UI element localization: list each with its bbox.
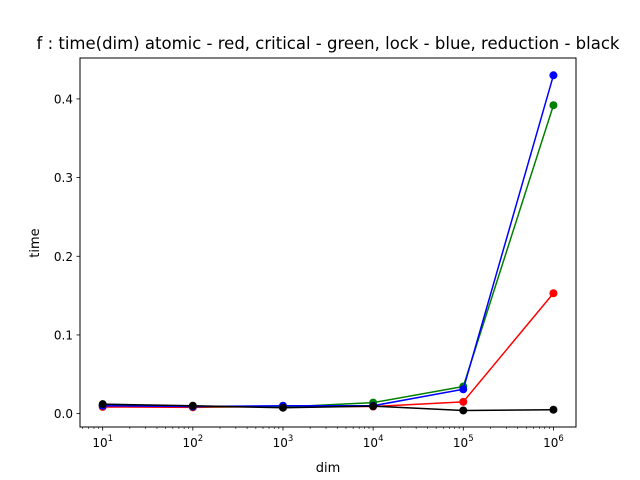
- data-point: [369, 402, 378, 411]
- plot-frame: [79, 57, 577, 428]
- data-point: [549, 289, 558, 298]
- y-tick-label: 0.3: [54, 171, 73, 185]
- x-axis-label: dim: [316, 461, 341, 476]
- data-point: [98, 400, 107, 409]
- data-point: [459, 406, 468, 415]
- y-tick-label: 0.2: [54, 250, 73, 264]
- data-point: [549, 405, 558, 414]
- x-tick-label: 105: [453, 434, 474, 450]
- data-point: [549, 71, 558, 80]
- y-axis-label: time: [28, 228, 43, 257]
- x-tick-label: 104: [363, 434, 384, 450]
- data-point: [459, 385, 468, 394]
- data-point: [549, 101, 558, 110]
- x-tick-label: 103: [273, 434, 294, 450]
- series-line: [102, 75, 555, 408]
- y-tick-label: 0.0: [54, 407, 73, 421]
- x-tick-label: 102: [182, 434, 203, 450]
- data-point: [188, 401, 197, 410]
- data-point: [459, 397, 468, 406]
- data-point: [278, 403, 287, 412]
- chart-title: f : time(dim) atomic - red, critical - g…: [37, 34, 620, 53]
- series-line: [102, 403, 554, 412]
- y-tick-label: 0.4: [54, 92, 73, 106]
- y-axis: 0.0 0.1 0.2 0.3 0.4: [54, 92, 80, 421]
- x-axis: 101 102 103 104 105 106: [82, 427, 564, 450]
- plot-area: [98, 71, 558, 415]
- y-tick-label: 0.1: [54, 328, 73, 342]
- x-tick-label: 101: [92, 434, 113, 450]
- x-tick-label: 106: [543, 434, 564, 450]
